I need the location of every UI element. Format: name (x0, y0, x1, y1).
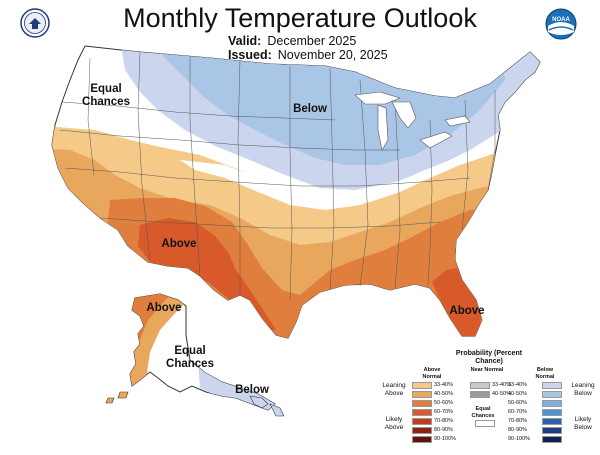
legend-near-header: Near Normal (470, 367, 504, 373)
legend-near-swatch-2 (470, 391, 490, 398)
legend-above-swatch-6 (412, 427, 432, 434)
legend-near-swatch-1 (470, 382, 490, 389)
legend-below-bin-1: 33-40% (508, 382, 527, 388)
legend-above-header: Above Normal (422, 367, 442, 380)
conus-below-label: Below (293, 103, 327, 115)
doc-seal-icon (20, 8, 50, 38)
ak-panhandle (249, 395, 285, 417)
ak-below-label: Below (235, 384, 269, 396)
legend-likely-above: Likely Above (384, 416, 404, 431)
issued-line: Issued: November 20, 2025 (228, 48, 388, 63)
legend-above-swatch-3 (412, 400, 432, 407)
legend-above-bin-6: 80-90% (434, 427, 453, 433)
conus-above-sw-label: Above (161, 238, 197, 250)
ak-aleutians (105, 391, 129, 404)
legend-above-bin-7: 90-100% (434, 436, 457, 442)
legend-leaning-above: Leaning Above (382, 382, 406, 397)
legend-below-bin-5: 70-80% (508, 418, 527, 424)
conus-above-fl-label: Above (449, 305, 485, 317)
great-lakes (354, 91, 471, 151)
state-borders (59, 51, 496, 301)
legend-below-header: Below Normal (535, 367, 555, 380)
noaa-logo-text: NOAA (552, 17, 570, 23)
legend-above-bin-1: 33-40% (434, 382, 453, 388)
valid-label: Valid: (228, 34, 262, 48)
legend-below-swatch-1 (542, 382, 562, 389)
legend-below-bin-6: 80-90% (508, 427, 527, 433)
legend-above-swatch-2 (412, 391, 432, 398)
legend-above-swatch-5 (412, 418, 432, 425)
legend-likely-below: Likely Below (574, 416, 592, 431)
legend-below-bin-3: 50-60% (508, 400, 527, 406)
legend-equal-chances: Equal Chances (471, 406, 495, 419)
legend-below-swatch-6 (542, 427, 562, 434)
page-title: Monthly Temperature Outlook (123, 3, 477, 33)
valid-value: December 2025 (267, 34, 357, 48)
legend-above-bin-2: 40-50% (434, 391, 453, 397)
probability-legend: Probability (Percent Chance) Above Norma… (378, 350, 600, 455)
legend-below-bin-4: 60-70% (508, 409, 527, 415)
legend-below-swatch-3 (542, 400, 562, 407)
legend-below-swatch-2 (542, 391, 562, 398)
legend-below-swatch-7 (542, 436, 562, 443)
legend-below-bin-2: 40-50% (508, 391, 527, 397)
legend-below-swatch-4 (542, 409, 562, 416)
legend-title: Probability (Percent Chance) (455, 350, 523, 365)
equal-chances-plains-zone (180, 160, 455, 210)
valid-line: Valid: December 2025 (228, 34, 356, 49)
legend-equal-swatch (475, 420, 495, 427)
legend-above-bin-5: 70-80% (434, 418, 453, 424)
legend-above-swatch-7 (412, 436, 432, 443)
legend-above-swatch-1 (412, 382, 432, 389)
legend-above-bin-4: 60-70% (434, 409, 453, 415)
noaa-logo-icon: NOAA (545, 8, 577, 40)
issued-value: November 20, 2025 (277, 48, 388, 62)
issued-label: Issued: (228, 48, 272, 62)
legend-below-swatch-5 (542, 418, 562, 425)
legend-leaning-below: Leaning Below (571, 382, 595, 397)
conus-equal-chances-label: Equal Chances (82, 83, 130, 108)
ak-equal-chances-label: Equal Chances (166, 345, 214, 370)
legend-below-bin-7: 90-100% (508, 436, 531, 442)
ak-above-label: Above (146, 302, 182, 314)
legend-near-bin-1: 33-40% (492, 382, 511, 388)
above-60-70-fl-zone (432, 268, 482, 336)
legend-above-swatch-4 (412, 409, 432, 416)
legend-near-bin-2: 40-50% (492, 391, 511, 397)
legend-above-bin-3: 50-60% (434, 400, 453, 406)
